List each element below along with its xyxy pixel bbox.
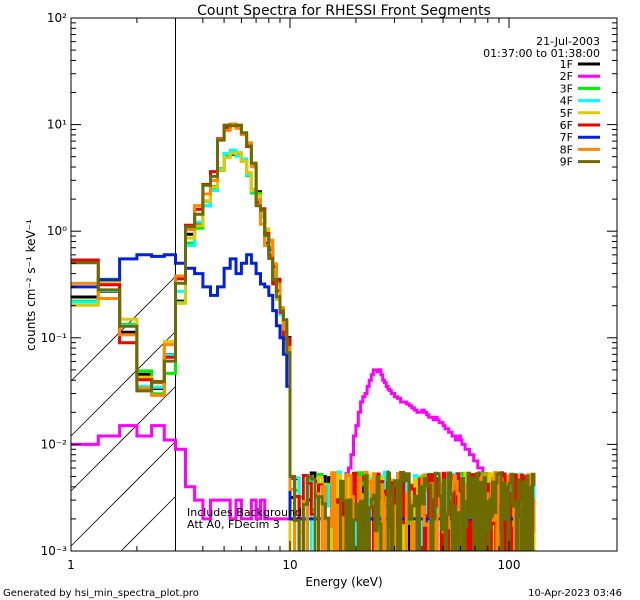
legend-label-2F: 2F <box>560 70 573 83</box>
annotation-attenuator: Att A0, FDecim 3 <box>187 518 280 531</box>
y-tick-label: 10⁻³ <box>41 544 68 558</box>
date-label: 21-Jul-2003 <box>536 35 600 48</box>
y-tick-label: 10⁰ <box>47 224 67 238</box>
legend-label-6F: 6F <box>560 119 573 132</box>
hatch-line <box>70 331 176 437</box>
hatch-line <box>70 386 176 492</box>
legend-label-1F: 1F <box>560 58 573 71</box>
x-tick-label: 10 <box>282 558 297 572</box>
y-tick-label: 10⁻¹ <box>41 331 68 345</box>
x-tick-label: 100 <box>498 558 521 572</box>
legend-label-3F: 3F <box>560 82 573 95</box>
annotation-background: Includes Background <box>187 506 302 519</box>
hatch-line <box>120 496 176 552</box>
time-range-label: 01:37:00 to 01:38:00 <box>483 47 600 60</box>
legend-label-9F: 9F <box>560 156 573 169</box>
y-tick-label: 10⁻² <box>41 437 68 451</box>
y-axis-label: counts cm⁻² s⁻¹ keV⁻¹ <box>24 219 38 351</box>
axes: 1 10 100 10⁻³ 10⁻² 10⁻¹ 10⁰ 10¹ 10² <box>41 11 617 572</box>
y-tick-label: 10² <box>47 11 67 25</box>
x-tick-label: 1 <box>67 558 75 572</box>
legend-label-7F: 7F <box>560 131 573 144</box>
chart-title: Count Spectra for RHESSI Front Segments <box>197 3 491 19</box>
y-tick-label: 10¹ <box>47 118 67 132</box>
hatch-line <box>70 276 176 382</box>
legend-label-8F: 8F <box>560 143 573 156</box>
hatch-line <box>70 441 176 547</box>
legend-label-5F: 5F <box>560 107 573 120</box>
series-layer <box>71 122 536 551</box>
legend-label-4F: 4F <box>560 95 573 108</box>
x-axis-label: Energy (keV) <box>305 575 382 589</box>
footer-generator: Generated by hsi_min_spectra_plot.pro <box>3 588 199 599</box>
footer-timestamp: 10-Apr-2023 03:46 <box>528 588 622 599</box>
series-9F-line <box>71 123 536 551</box>
plot-frame <box>70 17 618 552</box>
